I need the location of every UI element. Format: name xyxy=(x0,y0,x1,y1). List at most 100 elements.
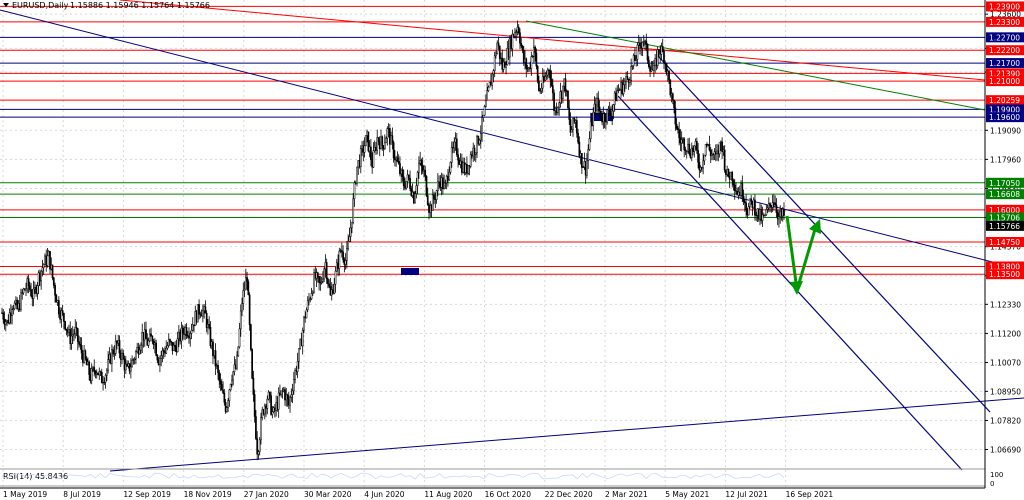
candle-body xyxy=(690,147,693,158)
chevron-down-icon[interactable] xyxy=(3,3,9,7)
candle-body xyxy=(376,137,379,151)
candle-body xyxy=(671,93,674,101)
candle-body xyxy=(217,365,219,373)
candle-body xyxy=(481,117,483,134)
candle-body xyxy=(147,340,150,346)
candle-body xyxy=(531,56,534,58)
level-price-label: 1.14750 xyxy=(989,238,1020,247)
candle-body xyxy=(57,300,60,315)
candle-body xyxy=(8,312,11,324)
time-tick-label: 1 May 2019 xyxy=(3,490,47,499)
candle-body xyxy=(205,312,208,328)
price-tick-label: 1.14570 xyxy=(990,243,1021,252)
candle-body xyxy=(280,390,283,395)
candle-body xyxy=(482,114,485,118)
candle-body xyxy=(372,150,375,168)
candle-body xyxy=(698,161,701,171)
price-tick-label: 1.17960 xyxy=(990,155,1021,164)
candle-body xyxy=(306,300,309,311)
candle-body xyxy=(4,321,7,325)
rsi-line xyxy=(1,472,785,480)
candle-body xyxy=(520,42,523,47)
candle-body xyxy=(104,375,107,383)
horizontal-level-lines xyxy=(0,5,985,275)
candle-body xyxy=(426,195,429,205)
candle-body xyxy=(673,99,675,109)
candle-body xyxy=(51,264,54,278)
up-arrow-head xyxy=(809,219,821,234)
candle-body xyxy=(675,123,678,129)
candle-body xyxy=(76,328,79,342)
price-tick-label: 1.12330 xyxy=(990,300,1021,309)
candle-body xyxy=(100,372,103,384)
candle-body xyxy=(22,288,25,294)
candle-body xyxy=(541,76,544,89)
candle-body xyxy=(370,146,372,160)
candle-body xyxy=(301,329,304,347)
candle-body xyxy=(487,86,490,91)
candle-body xyxy=(54,285,56,296)
candle-body xyxy=(271,411,274,415)
candle-body xyxy=(74,327,77,334)
candle-body xyxy=(635,58,638,61)
level-price-label: 1.19900 xyxy=(989,105,1020,114)
level-price-tag xyxy=(986,261,1024,272)
candle-body xyxy=(765,209,768,216)
candle-body xyxy=(702,160,704,169)
candle-body xyxy=(550,79,553,86)
level-price-label: 1.17050 xyxy=(989,179,1020,188)
candle-body xyxy=(327,278,329,285)
level-price-tag xyxy=(986,177,1024,188)
level-price-tag xyxy=(986,1,1024,12)
candle-body xyxy=(421,165,424,172)
candle-body xyxy=(599,110,602,119)
candle-body xyxy=(130,366,132,372)
candle-body xyxy=(252,377,255,395)
candle-body xyxy=(761,214,764,221)
candle-body xyxy=(522,49,525,63)
candle-body xyxy=(308,298,310,301)
candle-body xyxy=(646,43,649,61)
candle-body xyxy=(448,171,451,181)
candle-body xyxy=(634,55,636,61)
candle-body xyxy=(28,285,31,290)
candle-body xyxy=(678,129,680,138)
candle-body xyxy=(545,74,548,77)
candle-body xyxy=(349,227,352,237)
level-price-tag xyxy=(986,68,1024,79)
candle-body xyxy=(598,106,601,112)
candle-body xyxy=(733,184,736,191)
candle-body xyxy=(511,33,514,49)
candle-body xyxy=(248,294,251,325)
candle-body xyxy=(783,209,785,216)
candle-body xyxy=(155,342,157,356)
candle-body xyxy=(450,147,453,163)
candle-body xyxy=(340,250,343,253)
candle-body xyxy=(401,169,404,177)
price-tick-label: 1.10070 xyxy=(990,359,1021,368)
candle-body xyxy=(774,202,777,206)
chart-header: EURUSD,Daily 1.15886 1.15946 1.15764 1.1… xyxy=(3,1,210,10)
candle-body xyxy=(721,141,723,152)
candle-body xyxy=(237,346,240,357)
level-price-label: 1.23900 xyxy=(989,2,1020,11)
candle-body xyxy=(775,204,778,213)
candle-body xyxy=(416,172,419,186)
ohlc-text: 1.15886 1.15946 1.15764 1.15766 xyxy=(70,1,210,10)
candle-body xyxy=(135,351,137,360)
candle-body xyxy=(474,152,477,155)
candle-body xyxy=(40,270,43,282)
candle-body xyxy=(251,349,253,379)
candle-body xyxy=(622,84,625,94)
blue-zone-box-lower xyxy=(401,268,419,275)
candle-body xyxy=(683,138,686,150)
candle-body xyxy=(247,281,250,296)
candle-body xyxy=(684,149,687,151)
candle-body xyxy=(564,78,567,92)
candle-body xyxy=(581,153,583,168)
candle-body xyxy=(352,198,355,223)
candle-body xyxy=(567,90,569,109)
candle-body xyxy=(435,190,438,200)
candle-body xyxy=(202,310,204,317)
